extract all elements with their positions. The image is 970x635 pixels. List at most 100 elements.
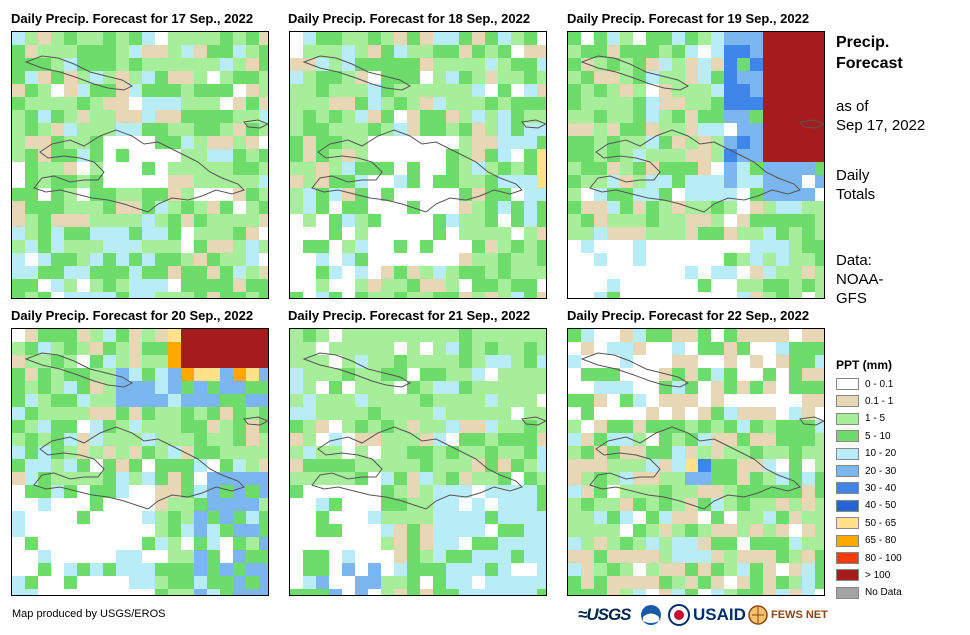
precip-cell [51, 576, 64, 589]
precip-cell [537, 368, 546, 381]
precip-cell [776, 110, 789, 123]
precip-cell [329, 407, 342, 420]
precip-cell [407, 537, 420, 550]
precip-cell [607, 253, 620, 266]
precip-cell [116, 58, 129, 71]
precip-cell [737, 329, 750, 342]
precip-cell [181, 266, 194, 279]
precip-cell [711, 472, 724, 485]
precip-cell [90, 342, 103, 355]
precip-cell [129, 84, 142, 97]
legend-swatch [836, 412, 859, 425]
precip-cell [607, 84, 620, 97]
precip-cell [472, 279, 485, 292]
usaid-seal-icon [668, 604, 690, 626]
precip-cell [581, 71, 594, 84]
precip-cell [407, 576, 420, 589]
precip-cell [303, 381, 316, 394]
precip-cell [259, 485, 268, 498]
precip-cell [672, 446, 685, 459]
precip-cell [290, 136, 303, 149]
precip-cell [407, 58, 420, 71]
precip-cell [355, 97, 368, 110]
precip-cell [498, 446, 511, 459]
precip-cell [776, 240, 789, 253]
precip-cell [51, 110, 64, 123]
precip-cell [711, 329, 724, 342]
precip-cell [381, 446, 394, 459]
precip-cell [789, 433, 802, 446]
precip-cell [485, 342, 498, 355]
side-data-line2: NOAA- [836, 271, 884, 288]
precip-cell [685, 58, 698, 71]
legend-label: 30 - 40 [865, 482, 897, 494]
precip-cell [581, 149, 594, 162]
precip-cell [472, 58, 485, 71]
precip-cell [737, 123, 750, 136]
precip-cell [446, 563, 459, 576]
precip-cell [207, 368, 220, 381]
precip-cell [142, 97, 155, 110]
precip-cell [498, 292, 511, 298]
precip-cell [620, 420, 633, 433]
precip-cell [181, 32, 194, 45]
precip-cell [129, 381, 142, 394]
precip-cell [459, 110, 472, 123]
precip-cell [316, 214, 329, 227]
precip-cell [25, 498, 38, 511]
precip-cell [446, 511, 459, 524]
precip-cell [233, 537, 246, 550]
legend-swatch [836, 586, 859, 599]
precip-cell [129, 459, 142, 472]
precip-cell [168, 537, 181, 550]
precip-cell [116, 253, 129, 266]
precip-cell [103, 279, 116, 292]
precip-cell [290, 537, 303, 550]
precip-cell [815, 123, 824, 136]
precip-cell [620, 214, 633, 227]
precip-cell [129, 227, 142, 240]
legend-swatch [836, 534, 859, 547]
precip-cell [368, 214, 381, 227]
precip-cell [607, 368, 620, 381]
legend-swatch [836, 430, 859, 443]
precip-cell [789, 292, 802, 298]
precip-cell [472, 240, 485, 253]
precip-cell [620, 342, 633, 355]
legend-swatch [836, 378, 859, 390]
precip-cell [776, 188, 789, 201]
precip-cell [342, 162, 355, 175]
precip-cell [498, 329, 511, 342]
precip-cell [568, 381, 581, 394]
precip-cell [155, 227, 168, 240]
precip-cell [724, 498, 737, 511]
precip-cell [407, 563, 420, 576]
precip-cell [698, 342, 711, 355]
precip-cell [207, 563, 220, 576]
precip-cell [659, 511, 672, 524]
precip-cell [685, 381, 698, 394]
precip-cell [724, 253, 737, 266]
precip-cell [594, 240, 607, 253]
precip-cell [594, 32, 607, 45]
precip-cell [64, 407, 77, 420]
precip-cell [77, 32, 90, 45]
precip-cell [537, 589, 546, 595]
precip-cell [537, 149, 546, 162]
legend-label: 20 - 30 [865, 465, 897, 477]
precip-cell [142, 227, 155, 240]
precip-cell [537, 485, 546, 498]
precip-cell [646, 498, 659, 511]
precip-cell [646, 32, 659, 45]
precip-cell [633, 149, 646, 162]
precip-cell [633, 240, 646, 253]
precip-cell [246, 136, 259, 149]
precip-cell [537, 58, 546, 71]
precip-cell [194, 355, 207, 368]
precip-cell [290, 394, 303, 407]
precip-cell [246, 485, 259, 498]
precip-cell [220, 381, 233, 394]
precip-cell [303, 589, 316, 595]
precip-cell [524, 472, 537, 485]
precip-cell [789, 266, 802, 279]
